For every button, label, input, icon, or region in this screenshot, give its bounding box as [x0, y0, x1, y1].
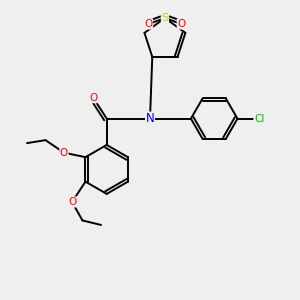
Text: O: O [60, 148, 68, 158]
Text: S: S [161, 13, 169, 23]
Text: N: N [146, 112, 154, 125]
Text: O: O [177, 19, 185, 29]
Text: O: O [144, 19, 153, 29]
Text: Cl: Cl [254, 114, 264, 124]
Text: O: O [89, 93, 98, 103]
Text: O: O [68, 197, 76, 207]
